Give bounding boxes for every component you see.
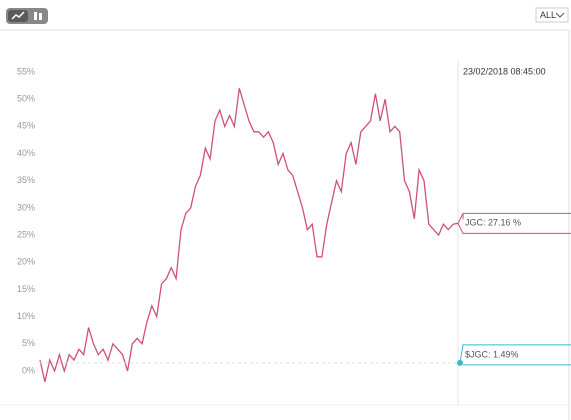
- label-box: [459, 344, 571, 366]
- y-tick-label: 5%: [22, 338, 35, 348]
- y-tick-label: 20%: [17, 257, 35, 267]
- y-tick-label: 15%: [17, 284, 35, 294]
- y-tick-label: 45%: [17, 121, 35, 131]
- y-tick-label: 55%: [17, 66, 35, 76]
- line-icon: [11, 11, 25, 20]
- y-tick-label: 10%: [17, 311, 35, 321]
- dropdown-label: ALL: [540, 10, 556, 20]
- y-tick-label: 50%: [17, 94, 35, 104]
- chart-toggle[interactable]: [6, 8, 48, 24]
- series-label: $JGC: 1.49%: [465, 349, 519, 359]
- cursor-time: 23/02/2018 08:45:00: [463, 66, 546, 76]
- range-dropdown[interactable]: ALL: [535, 7, 569, 23]
- y-tick-label: 30%: [17, 202, 35, 212]
- series-label: JGC: 27.16 %: [465, 218, 521, 228]
- bar-icon: [39, 13, 42, 20]
- dropdown-box[interactable]: [535, 7, 569, 23]
- bar-icon: [34, 12, 37, 20]
- y-tick-label: 0%: [22, 365, 35, 375]
- label-box: [457, 212, 571, 234]
- series-line: [39, 88, 459, 383]
- y-tick-label: 25%: [17, 229, 35, 239]
- y-tick-label: 35%: [17, 175, 35, 185]
- dropdown-arrow: [555, 12, 565, 18]
- y-tick-label: 40%: [17, 148, 35, 158]
